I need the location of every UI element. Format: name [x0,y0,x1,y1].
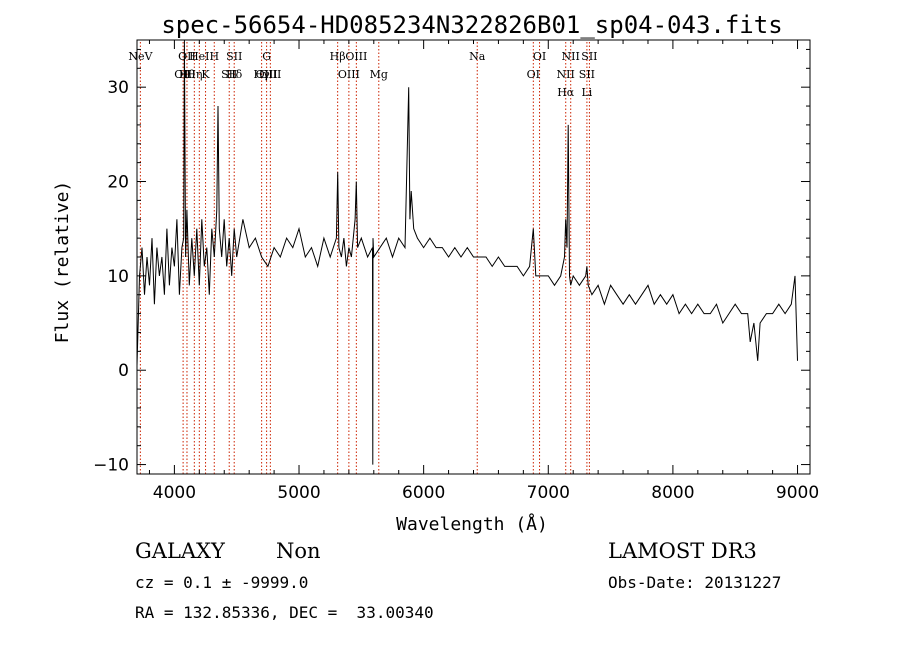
y-tick-label: 30 [107,78,129,98]
line-label: SII [579,68,595,81]
ra-dec-text: RA = 132.85336, DEC = 33.00340 [135,603,434,622]
line-label: OIII [259,68,281,81]
line-label: Mg [370,68,388,81]
line-label: OII [178,50,196,63]
line-label: HeI [189,50,209,63]
line-label: Na [469,50,486,63]
line-label: NII [557,68,575,81]
cz-text: cz = 0.1 ± -9999.0 [135,573,309,592]
line-label: G [262,50,271,63]
spectrum-line [136,39,798,465]
x-tick-label: 9000 [776,483,819,503]
line-label: K [201,68,210,81]
y-tick-label: 20 [107,173,129,193]
line-label: SII [226,50,242,63]
line-label: NeV [128,50,153,63]
line-label: SII [581,50,597,63]
line-label: Hη [186,68,202,81]
x-axis: 4000 5000 6000 7000 8000 9000 [148,40,819,503]
subclass-label: Non [276,539,321,563]
line-label: Hθ [179,68,196,81]
chart-title: spec-56654-HD085234N322826B01_sp04-043.f… [161,11,782,39]
line-label: OI [533,50,546,63]
y-axis: −10 0 10 20 30 [93,48,810,476]
x-tick-label: 8000 [651,483,694,503]
line-label: Li [581,86,592,99]
y-tick-label: 10 [107,267,129,287]
x-tick-label: 5000 [277,483,320,503]
line-label: H [209,50,219,63]
y-axis-label: Flux (relative) [52,181,73,344]
line-label: Hβ [330,50,346,63]
line-label: Hα [557,86,575,99]
class-label: GALAXY [135,539,225,563]
y-tick-label: 0 [118,361,129,381]
obs-date-text: Obs-Date: 20131227 [608,573,782,592]
line-label: SII [221,68,237,81]
line-label: OII [174,68,192,81]
line-label: Hδ [226,68,243,81]
line-label: NII [562,50,580,63]
line-label: OIII [338,68,360,81]
line-label: Hγ [254,68,271,81]
x-axis-label: Wavelength (Å) [396,513,548,535]
x-tick-label: 4000 [153,483,196,503]
x-tick-label: 7000 [527,483,570,503]
x-tick-label: 6000 [402,483,445,503]
line-label: OIII [256,68,278,81]
survey-label: LAMOST DR3 [608,539,757,563]
y-tick-label: −10 [93,456,129,476]
line-label: OI [527,68,540,81]
line-label: OIII [345,50,367,63]
